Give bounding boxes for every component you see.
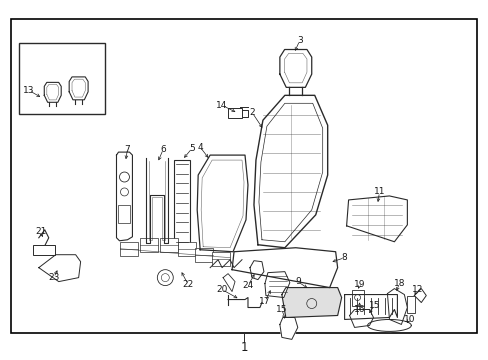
Text: 3: 3	[296, 36, 302, 45]
Polygon shape	[281, 288, 341, 318]
Bar	[212, 252, 229, 266]
Polygon shape	[386, 289, 407, 324]
Text: 2: 2	[249, 108, 254, 117]
Polygon shape	[232, 248, 337, 288]
Text: 6: 6	[160, 145, 166, 154]
Bar	[174, 160, 190, 246]
Polygon shape	[367, 319, 410, 332]
Text: 5: 5	[189, 144, 195, 153]
Bar	[11, 19, 476, 333]
Text: 16: 16	[353, 305, 365, 314]
Polygon shape	[146, 158, 168, 243]
Polygon shape	[253, 95, 327, 248]
Text: 18: 18	[393, 279, 405, 288]
Text: 15: 15	[276, 305, 287, 314]
Text: 20: 20	[216, 285, 227, 294]
Text: 21: 21	[35, 227, 46, 236]
Text: 10: 10	[403, 315, 414, 324]
Bar	[19, 42, 104, 114]
Text: 12: 12	[411, 285, 422, 294]
Bar	[351, 289, 363, 306]
Polygon shape	[69, 77, 88, 100]
Text: 24: 24	[242, 281, 253, 290]
Polygon shape	[346, 196, 407, 242]
Polygon shape	[349, 310, 373, 328]
Text: 1: 1	[240, 341, 247, 354]
Polygon shape	[223, 274, 235, 292]
Text: 9: 9	[294, 277, 300, 286]
Bar	[33, 245, 55, 255]
Bar	[227, 108, 242, 118]
Text: 7: 7	[124, 145, 130, 154]
Text: 8: 8	[341, 253, 347, 262]
Text: 19: 19	[353, 280, 365, 289]
Bar	[120, 242, 138, 256]
Polygon shape	[344, 294, 397, 319]
Polygon shape	[279, 318, 297, 339]
Text: 22: 22	[182, 280, 193, 289]
Polygon shape	[197, 155, 247, 252]
Polygon shape	[44, 82, 61, 102]
Text: 4: 4	[197, 143, 203, 152]
Text: 15: 15	[368, 301, 380, 310]
Polygon shape	[249, 261, 264, 280]
Polygon shape	[39, 255, 81, 282]
Polygon shape	[264, 272, 289, 298]
Bar	[140, 238, 158, 252]
Bar	[195, 248, 213, 262]
Bar	[118, 205, 130, 223]
Bar	[407, 296, 414, 314]
Text: 14: 14	[216, 101, 227, 110]
Text: 17: 17	[259, 297, 270, 306]
Text: 23: 23	[48, 273, 60, 282]
Polygon shape	[279, 50, 311, 87]
Bar	[178, 242, 196, 256]
Polygon shape	[116, 152, 132, 241]
Bar	[160, 238, 178, 252]
Text: 13: 13	[23, 86, 35, 95]
Text: 11: 11	[373, 188, 385, 197]
